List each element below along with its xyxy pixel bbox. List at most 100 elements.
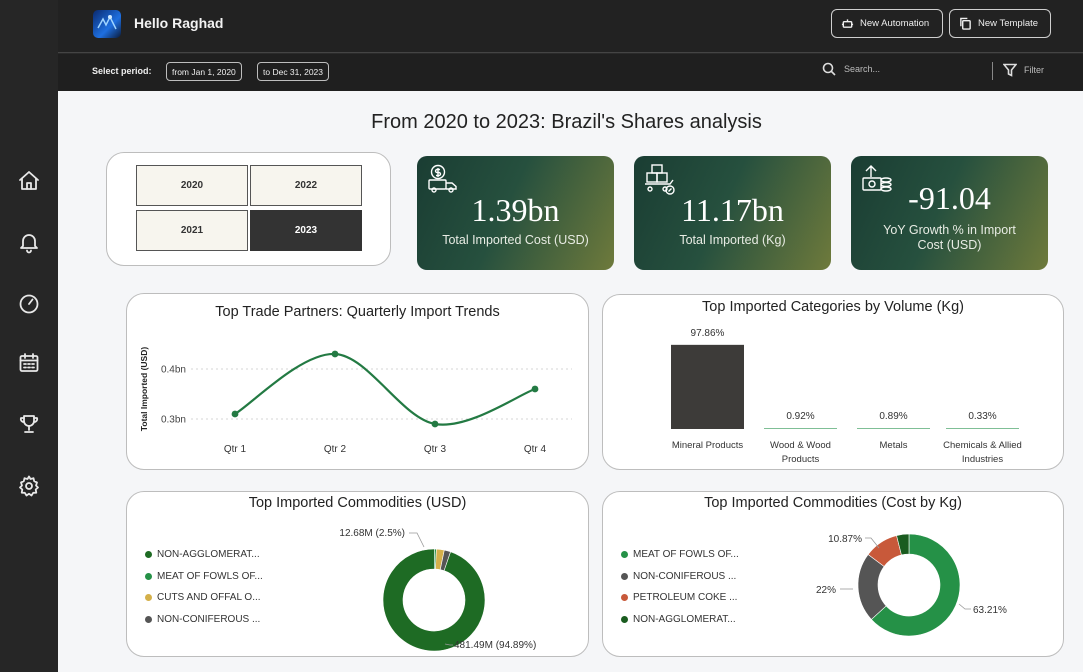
legend-item[interactable]: NON-CONIFEROUS ...	[145, 609, 263, 631]
legend-label: NON-AGGLOMERAT...	[633, 613, 736, 625]
period-label: Select period:	[92, 66, 152, 76]
data-point	[331, 350, 339, 358]
page-title: From 2020 to 2023: Brazil's Shares analy…	[371, 111, 762, 133]
divider	[992, 62, 993, 80]
year-label: 2023	[294, 225, 318, 236]
series-line	[234, 352, 536, 426]
data-point	[531, 385, 539, 393]
legend-item[interactable]: NON-CONIFEROUS ...	[621, 566, 739, 588]
donut-usd-legend: NON-AGGLOMERAT... MEAT OF FOWLS OF... CU…	[145, 544, 263, 630]
filter-button[interactable]: Filter	[1003, 63, 1044, 77]
year-label: 2020	[180, 180, 204, 191]
x-tick-label: Wood & Wood Products	[770, 440, 831, 465]
bar	[946, 428, 1019, 429]
search-input[interactable]: Search...	[822, 62, 880, 76]
money-truck-icon	[427, 163, 459, 195]
legend-item[interactable]: PETROLEUM COKE ...	[621, 587, 739, 609]
donut-usd-chart: 12.68M (2.5%) 481.49M (94.89%)	[339, 528, 536, 652]
legend-label: NON-CONIFEROUS ...	[633, 570, 737, 582]
donut-slice	[382, 548, 486, 652]
x-tick-label: Qtr 1	[224, 444, 247, 455]
new-automation-button[interactable]: New Automation	[831, 9, 943, 38]
data-label: 0.89%	[879, 411, 907, 422]
line-chart: 0.3bn 0.4bn Total Imported (USD) Qtr 1 Qtr 2…	[139, 347, 572, 455]
gear-icon[interactable]	[16, 473, 42, 499]
legend-label: NON-CONIFEROUS ...	[157, 613, 261, 625]
legend-label: MEAT OF FOWLS OF...	[633, 549, 739, 561]
data-label: 0.33%	[968, 411, 996, 422]
y-axis-label: Total Imported (USD)	[139, 347, 149, 432]
search-placeholder: Search...	[844, 64, 881, 74]
donut-slice	[896, 533, 910, 556]
sidebar	[0, 0, 58, 672]
data-label: 10.87%	[828, 534, 862, 545]
donut-kg-chart: 63.21% 22% 10.87%	[816, 533, 1007, 637]
bar-chart: 97.86% 0.92% 0.89% 0.33% Mineral Products Woo…	[671, 328, 1022, 465]
date-from-field[interactable]: from Jan 1, 2020	[166, 62, 242, 81]
data-label: 63.21%	[973, 605, 1007, 616]
trophy-icon[interactable]	[16, 411, 42, 437]
legend-dot	[621, 572, 628, 580]
search-icon	[822, 62, 836, 76]
filter-label: Filter	[1024, 65, 1044, 75]
legend-dot	[145, 594, 152, 602]
boxes-cart-icon	[644, 163, 676, 195]
line-chart-card: Top Trade Partners: Quarterly Import Tre…	[126, 293, 589, 470]
kpi-yoy-growth: -91.04 YoY Growth % in Import Cost (USD)	[851, 156, 1048, 270]
year-slicer: 2020 2022 2021 2023	[106, 152, 391, 266]
legend-label: CUTS AND OFFAL O...	[157, 592, 261, 604]
legend-dot	[145, 551, 152, 559]
filter-bar: Select period: from Jan 1, 2020 to Dec 3…	[58, 54, 1083, 91]
data-point	[231, 410, 239, 418]
app-logo	[93, 10, 121, 38]
legend-dot	[621, 615, 628, 623]
home-icon[interactable]	[16, 168, 42, 194]
legend-label: PETROLEUM COKE ...	[633, 592, 738, 604]
new-automation-label: New Automation	[860, 18, 930, 29]
legend-item[interactable]: MEAT OF FOWLS OF...	[145, 566, 263, 588]
donut-slice	[870, 533, 961, 637]
filter-icon	[1003, 63, 1017, 77]
legend-item[interactable]: MEAT OF FOWLS OF...	[621, 544, 739, 566]
leader-line	[865, 537, 880, 549]
data-label: 97.86%	[691, 328, 725, 339]
y-tick-label: 0.4bn	[161, 365, 186, 376]
year-button-2022[interactable]: 2022	[250, 165, 362, 206]
new-template-button[interactable]: New Template	[949, 9, 1051, 38]
donut-slice	[439, 549, 451, 572]
bar	[671, 344, 744, 429]
x-tick-label: Qtr 3	[424, 444, 447, 455]
legend-dot	[621, 594, 628, 602]
year-button-2023[interactable]: 2023	[250, 210, 362, 251]
x-tick-label: Metals	[880, 440, 908, 451]
greeting: Hello Raghad	[134, 15, 224, 31]
date-to-field[interactable]: to Dec 31, 2023	[257, 62, 330, 81]
bar	[764, 428, 837, 429]
bell-icon[interactable]	[16, 229, 42, 255]
kpi-value: -91.04	[908, 180, 991, 216]
donut-usd-card: Top Imported Commodities (USD) NON-AGGLO…	[126, 491, 589, 657]
x-tick-label: Chemicals & Allied Industries	[943, 440, 1022, 465]
legend-item[interactable]: NON-AGGLOMERAT...	[621, 609, 739, 631]
year-label: 2022	[294, 180, 318, 191]
app-header: Hello Raghad New Automation New Template	[58, 0, 1083, 53]
kpi-label: YoY Growth % in Import Cost (USD)	[883, 223, 1016, 252]
year-button-2020[interactable]: 2020	[136, 165, 248, 206]
y-tick-label: 0.3bn	[161, 415, 186, 426]
data-label: 481.49M (94.89%)	[454, 640, 536, 651]
leader-line	[958, 603, 971, 610]
calendar-icon[interactable]	[16, 350, 42, 376]
leader-line	[409, 532, 425, 548]
legend-dot	[621, 551, 628, 559]
dashboard: From 2020 to 2023: Brazil's Shares analy…	[58, 91, 1083, 672]
data-point	[431, 420, 439, 428]
gauge-icon[interactable]	[16, 290, 42, 316]
kpi-total-kg: 11.17bn Total Imported (Kg)	[634, 156, 831, 270]
robot-icon	[841, 19, 854, 28]
year-button-2021[interactable]: 2021	[136, 210, 248, 251]
x-tick-label: Qtr 4	[524, 444, 547, 455]
donut-kg-card: Top Imported Commodities (Cost by Kg) ME…	[602, 491, 1064, 657]
legend-item[interactable]: CUTS AND OFFAL O...	[145, 587, 263, 609]
legend-item[interactable]: NON-AGGLOMERAT...	[145, 544, 263, 566]
leader-line	[444, 643, 453, 646]
